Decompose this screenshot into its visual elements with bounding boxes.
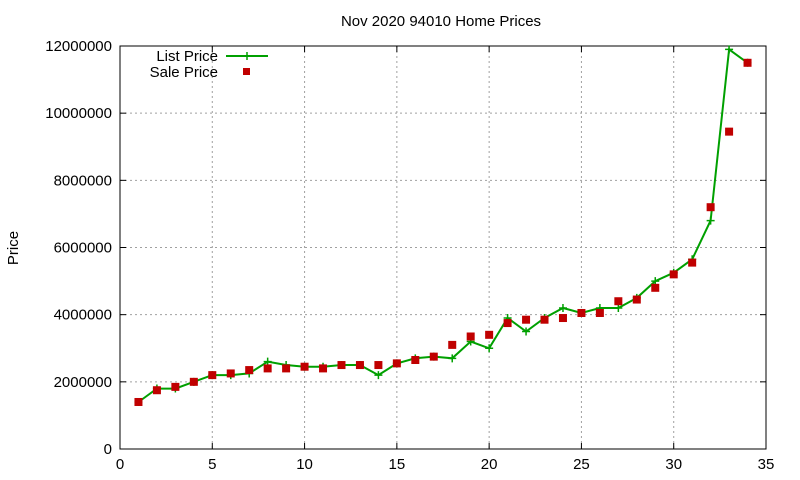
x-tick-label: 15 — [389, 456, 406, 473]
list-price-point — [522, 327, 531, 336]
y-axis-label: Price — [5, 231, 22, 265]
ticks: 0 5 10 15 20 25 30 35 0 2000000 4000000 6000000 8000… — [45, 38, 774, 473]
sale-price-point — [429, 352, 438, 361]
sale-price-point — [337, 361, 346, 370]
list-price-point — [706, 216, 715, 225]
sale-price-point — [245, 366, 254, 375]
sale-price-point — [614, 297, 623, 306]
sale-price-point — [522, 315, 531, 324]
sale-price-point — [300, 362, 309, 371]
sale-price-point — [152, 386, 161, 395]
series-layer — [134, 45, 752, 406]
legend-label-list-price: List Price — [156, 48, 218, 65]
list-price-line — [137, 47, 749, 403]
y-tick-label: 8000000 — [54, 172, 112, 189]
sale-price-point — [134, 397, 143, 406]
x-tick-label: 20 — [481, 456, 498, 473]
sale-price-point — [411, 356, 420, 365]
legend: List Price Sale Price — [150, 48, 268, 81]
sale-price-point — [355, 361, 364, 370]
sale-price-point — [226, 369, 235, 378]
x-tick-label: 5 — [208, 456, 216, 473]
sale-price-point — [558, 314, 567, 323]
list-price-point — [448, 354, 457, 363]
sale-price-point — [743, 58, 752, 67]
legend-marker-sale-price — [243, 68, 250, 75]
y-tick-label: 4000000 — [54, 307, 112, 324]
y-tick-label: 12000000 — [45, 38, 112, 55]
x-tick-label: 35 — [758, 456, 775, 473]
legend-label-sale-price: Sale Price — [150, 64, 218, 81]
sale-price-point — [651, 283, 660, 292]
sale-price-point — [632, 295, 641, 304]
sale-price-point — [448, 340, 457, 349]
x-tick-label: 10 — [296, 456, 313, 473]
sale-price-point — [725, 127, 734, 136]
list-price-point — [263, 357, 272, 366]
sale-price-point — [595, 308, 604, 317]
sale-price-point — [319, 364, 328, 373]
y-tick-label: 2000000 — [54, 374, 112, 391]
sale-price-point — [374, 361, 383, 370]
sale-price-point — [577, 308, 586, 317]
sale-price-point — [171, 382, 180, 391]
sale-price-point — [503, 319, 512, 328]
list-price-point — [558, 303, 567, 312]
sale-price-point — [208, 371, 217, 380]
list-price-point — [614, 303, 623, 312]
legend-marker-list-price — [243, 52, 251, 60]
sale-price-point — [688, 258, 697, 267]
sale-price-point — [485, 330, 494, 339]
list-price-point — [485, 344, 494, 353]
list-price-point — [374, 371, 383, 380]
list-price-point — [725, 45, 734, 54]
sale-price-point — [669, 270, 678, 279]
chart-title: Nov 2020 94010 Home Prices — [341, 13, 541, 30]
x-tick-label: 25 — [573, 456, 590, 473]
grid — [120, 46, 766, 449]
sale-price-point — [466, 332, 475, 341]
y-tick-label: 10000000 — [45, 105, 112, 122]
y-tick-label: 6000000 — [54, 240, 112, 257]
sale-price-point — [392, 359, 401, 368]
sale-price-point — [282, 364, 291, 373]
sale-price-point — [189, 377, 198, 386]
sale-price-point — [263, 364, 272, 373]
list-price-point — [651, 277, 660, 286]
y-tick-label: 0 — [104, 441, 112, 458]
sale-price-point — [706, 203, 715, 212]
x-tick-label: 0 — [116, 456, 124, 473]
x-tick-label: 30 — [665, 456, 682, 473]
sale-price-point — [540, 315, 549, 324]
